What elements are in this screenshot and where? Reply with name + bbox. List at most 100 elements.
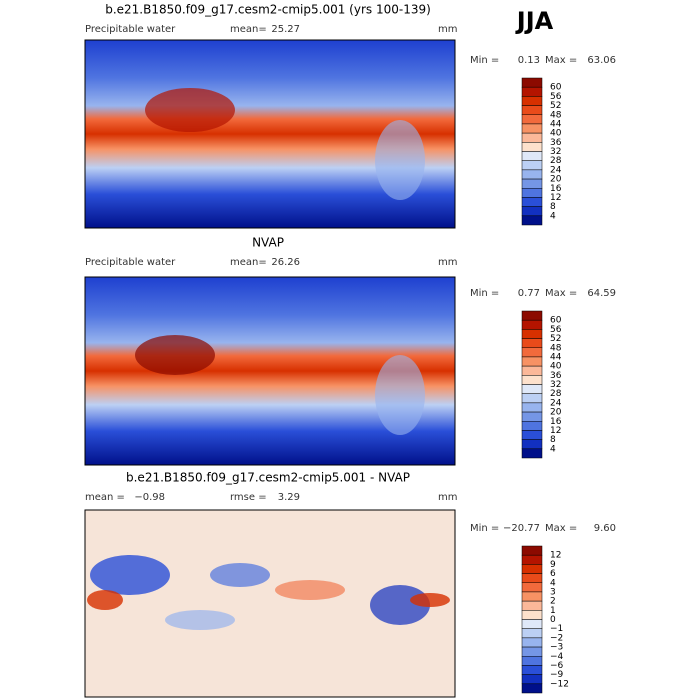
colorbar-label: −2: [550, 633, 563, 643]
colorbar-box: [521, 105, 543, 115]
max-value: 63.06: [587, 55, 616, 66]
min-value: −20.77: [503, 523, 540, 534]
colorbar-label: 60: [550, 83, 562, 93]
colorbar-label: 32: [550, 380, 561, 390]
colorbar-box: [521, 160, 543, 171]
map-feature: [375, 120, 425, 200]
colorbar-label: 44: [550, 119, 562, 129]
mean-value: −0.98: [134, 492, 165, 503]
colorbar-box: [521, 637, 543, 648]
colorbar-label: 12: [550, 193, 561, 203]
map-feature: [370, 585, 430, 625]
colorbar-label: 0: [550, 615, 556, 625]
colorbar-label: 2: [550, 597, 556, 607]
colorbar-box: [521, 365, 543, 376]
colorbar-label: 20: [550, 175, 562, 185]
colorbar-label: 16: [550, 184, 562, 194]
colorbar-box: [521, 319, 543, 330]
colorbar-box: [521, 77, 543, 88]
mean-label: mean=: [230, 24, 267, 35]
colorbar-box: [521, 573, 543, 583]
colorbar-label: 56: [550, 92, 562, 102]
colorbar-label: 40: [550, 362, 562, 372]
colorbar-box: [521, 96, 543, 106]
colorbar-label: 28: [550, 389, 562, 399]
colorbar-label: 36: [550, 138, 562, 148]
colorbar-box: [521, 188, 543, 198]
max-label: Max =: [545, 55, 577, 66]
min-label: Min =: [470, 523, 499, 534]
colorbar-box: [521, 132, 543, 143]
colorbar-box: [521, 402, 543, 413]
colorbar-label: 8: [550, 435, 556, 445]
colorbar-label: 52: [550, 101, 561, 111]
map-feature: [145, 88, 235, 132]
map-feature: [135, 335, 215, 375]
colorbar-box: [521, 384, 543, 394]
colorbar-label: 9: [550, 560, 556, 570]
map-feature: [165, 610, 235, 630]
units: mm: [438, 257, 457, 268]
colorbar-label: −3: [550, 643, 563, 653]
mean-label: mean=: [230, 257, 267, 268]
colorbar-label: −9: [550, 670, 564, 680]
colorbar-box: [521, 215, 543, 226]
panel-title: b.e21.B1850.f09_g17.cesm2-cmip5.001 (yrs…: [105, 3, 431, 17]
colorbar-box: [521, 151, 543, 161]
colorbar-box: [521, 600, 543, 611]
colorbar-box: [521, 338, 543, 348]
season-label: JJA: [515, 7, 554, 35]
colorbar-box: [521, 393, 543, 404]
map-feature: [375, 355, 425, 435]
colorbar-box: [521, 329, 543, 339]
units: mm: [438, 24, 457, 35]
colorbar-label: 24: [550, 398, 562, 408]
colorbar-label: 40: [550, 129, 562, 139]
colorbar-box: [521, 439, 543, 450]
map-feature: [275, 580, 345, 600]
mean-value: 25.27: [271, 24, 300, 35]
colorbar-label: 16: [550, 417, 562, 427]
max-value: 64.59: [587, 288, 616, 299]
colorbar-box: [521, 356, 543, 367]
colorbar-label: −4: [550, 652, 564, 662]
colorbar-label: 48: [550, 343, 562, 353]
map-feature: [90, 555, 170, 595]
colorbar-box: [521, 646, 543, 657]
colorbar-label: 12: [550, 426, 561, 436]
rmse-value: 3.29: [278, 492, 300, 503]
colorbar-box: [521, 674, 543, 685]
colorbar-box: [521, 545, 543, 556]
map-feature: [210, 563, 270, 587]
mean-value: 26.26: [271, 257, 300, 268]
min-value: 0.77: [518, 288, 540, 299]
colorbar-label: −6: [550, 661, 564, 671]
map: [84, 39, 456, 698]
colorbar-label: 52: [550, 334, 561, 344]
colorbar-box: [521, 178, 543, 189]
colorbar-box: [521, 656, 543, 666]
colorbar-box: [521, 564, 543, 574]
colorbar-label: 56: [550, 325, 562, 335]
colorbar-label: 1: [550, 606, 556, 616]
min-label: Min =: [470, 55, 499, 66]
colorbar-label: 4: [550, 211, 556, 221]
colorbar-box: [521, 591, 543, 602]
colorbar-label: 28: [550, 156, 562, 166]
rmse-label: rmse =: [230, 492, 267, 503]
colorbar-box: [521, 619, 543, 629]
colorbar-label: 8: [550, 202, 556, 212]
units: mm: [438, 492, 457, 503]
colorbar-box: [521, 375, 543, 385]
colorbar-box: [521, 114, 543, 125]
colorbar-box: [521, 582, 543, 593]
colorbar-box: [521, 169, 543, 180]
colorbar-label: 48: [550, 110, 562, 120]
colorbar-box: [521, 554, 543, 565]
field-label: Precipitable water: [85, 24, 176, 35]
max-label: Max =: [545, 523, 577, 534]
colorbar-label: −1: [550, 624, 563, 634]
colorbar-label: 12: [550, 551, 561, 561]
panel-title: NVAP: [252, 236, 284, 250]
